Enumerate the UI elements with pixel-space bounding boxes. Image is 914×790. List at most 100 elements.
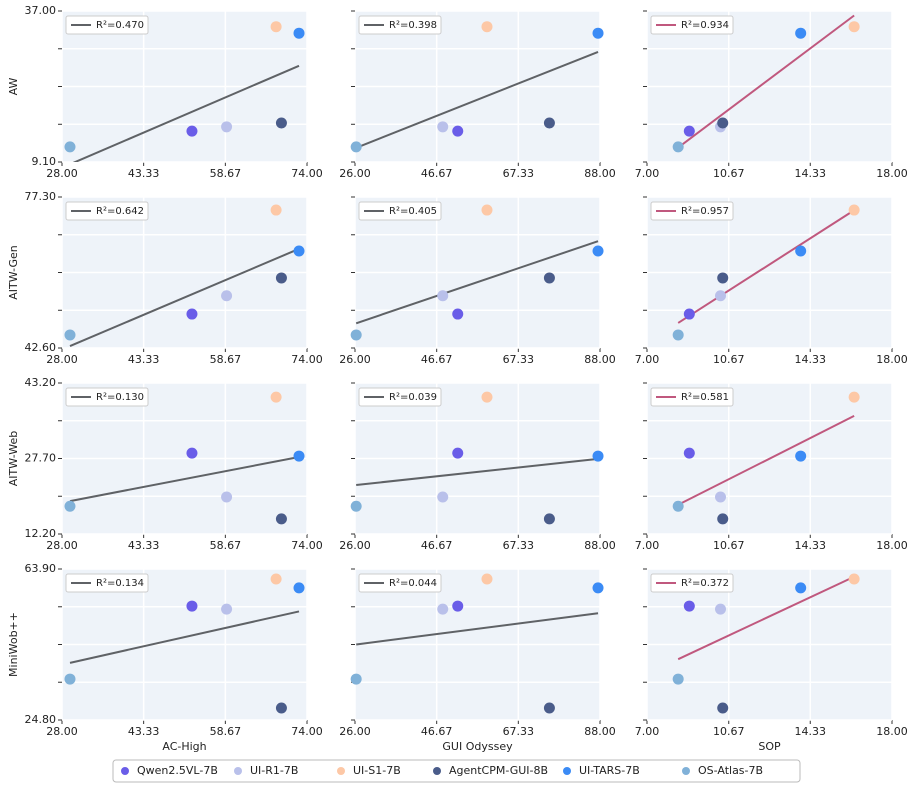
point — [592, 582, 604, 594]
legend-label: OS-Atlas-7B — [698, 764, 763, 777]
annotation-box — [650, 573, 734, 593]
point — [186, 308, 198, 320]
point — [683, 600, 695, 612]
point — [672, 141, 684, 153]
x-tick-label: 26.00 — [339, 725, 371, 738]
point — [452, 308, 464, 320]
y-tick-label: 12.20 — [25, 527, 57, 540]
y-axis-label: AITW-Web — [7, 431, 20, 486]
point — [795, 450, 807, 462]
annotation: R²=0.642 — [96, 206, 144, 217]
annotation-box — [65, 573, 149, 593]
x-tick-label: 58.67 — [210, 353, 242, 366]
y-tick-label: 9.10 — [32, 155, 57, 168]
x-tick-label: 43.33 — [128, 725, 160, 738]
point — [350, 500, 362, 512]
annotation-box — [358, 573, 442, 593]
point — [543, 513, 555, 525]
point — [437, 290, 449, 302]
point — [293, 450, 305, 462]
point — [543, 272, 555, 284]
point — [270, 573, 282, 585]
point — [452, 125, 464, 137]
point — [350, 329, 362, 341]
x-tick-label: 10.67 — [713, 539, 745, 552]
legend-marker — [121, 767, 129, 775]
legend-marker — [563, 767, 571, 775]
legend-label: Qwen2.5VL-7B — [137, 764, 218, 777]
annotation-box — [358, 387, 442, 407]
annotation: R²=0.039 — [389, 392, 437, 403]
x-tick-label: 74.00 — [291, 353, 323, 366]
point — [270, 204, 282, 216]
fit-line — [69, 456, 300, 503]
annotation: R²=0.470 — [96, 20, 144, 31]
x-tick-label: 58.67 — [210, 725, 242, 738]
y-tick-label: 43.20 — [25, 376, 57, 389]
x-tick-label: 14.33 — [795, 539, 827, 552]
legend-label: UI-TARS-7B — [579, 764, 640, 777]
y-tick-label: 42.60 — [25, 341, 57, 354]
point — [592, 245, 604, 257]
point — [221, 290, 233, 302]
x-tick-label: 46.67 — [421, 539, 453, 552]
annotation-box — [650, 387, 734, 407]
point — [848, 573, 860, 585]
point — [481, 21, 493, 33]
x-tick-label: 74.00 — [291, 725, 323, 738]
point — [592, 450, 604, 462]
annotation-box — [65, 15, 149, 35]
point — [481, 204, 493, 216]
legend-label: AgentCPM-GUI-8B — [449, 764, 548, 777]
point — [275, 117, 287, 129]
x-axis-label: GUI Odyssey — [442, 740, 513, 753]
point — [452, 447, 464, 459]
point — [481, 573, 493, 585]
y-tick-label: 77.30 — [25, 190, 57, 203]
y-axis-label: AW — [7, 77, 20, 95]
legend-label: UI-R1-7B — [250, 764, 298, 777]
point — [275, 272, 287, 284]
point — [715, 603, 726, 615]
point — [715, 491, 726, 503]
annotation: R²=0.130 — [96, 392, 144, 403]
x-tick-label: 28.00 — [46, 539, 78, 552]
point — [672, 500, 684, 512]
fit-line — [677, 14, 855, 149]
point — [715, 290, 726, 302]
legend-marker — [682, 767, 690, 775]
point — [186, 600, 198, 612]
x-axis-label: AC-High — [162, 740, 206, 753]
point — [293, 245, 305, 257]
x-tick-label: 67.33 — [503, 167, 535, 180]
point — [221, 491, 233, 503]
legend-marker — [234, 767, 242, 775]
point — [221, 603, 233, 615]
x-tick-label: 14.33 — [795, 167, 827, 180]
annotation: R²=0.934 — [681, 20, 729, 31]
fit-line — [356, 612, 599, 646]
legend-label: UI-S1-7B — [353, 764, 401, 777]
y-tick-label: 63.90 — [25, 562, 57, 575]
point — [848, 21, 860, 33]
y-axis-label: AITW-Gen — [7, 245, 20, 300]
point — [452, 600, 464, 612]
point — [186, 447, 198, 459]
annotation: R²=0.405 — [389, 206, 437, 217]
point — [437, 121, 449, 133]
x-tick-label: 7.00 — [635, 353, 660, 366]
x-tick-label: 58.67 — [210, 539, 242, 552]
x-tick-label: 7.00 — [635, 539, 660, 552]
x-tick-label: 28.00 — [46, 353, 78, 366]
x-tick-label: 10.67 — [713, 725, 745, 738]
point — [293, 582, 305, 594]
x-tick-label: 43.33 — [128, 539, 160, 552]
legend-box — [112, 759, 801, 783]
x-tick-label: 7.00 — [635, 167, 660, 180]
y-axis-label: MiniWob++ — [7, 612, 20, 677]
point — [350, 141, 362, 153]
point — [64, 329, 76, 341]
x-tick-label: 10.67 — [713, 353, 745, 366]
annotation-box — [358, 15, 442, 35]
